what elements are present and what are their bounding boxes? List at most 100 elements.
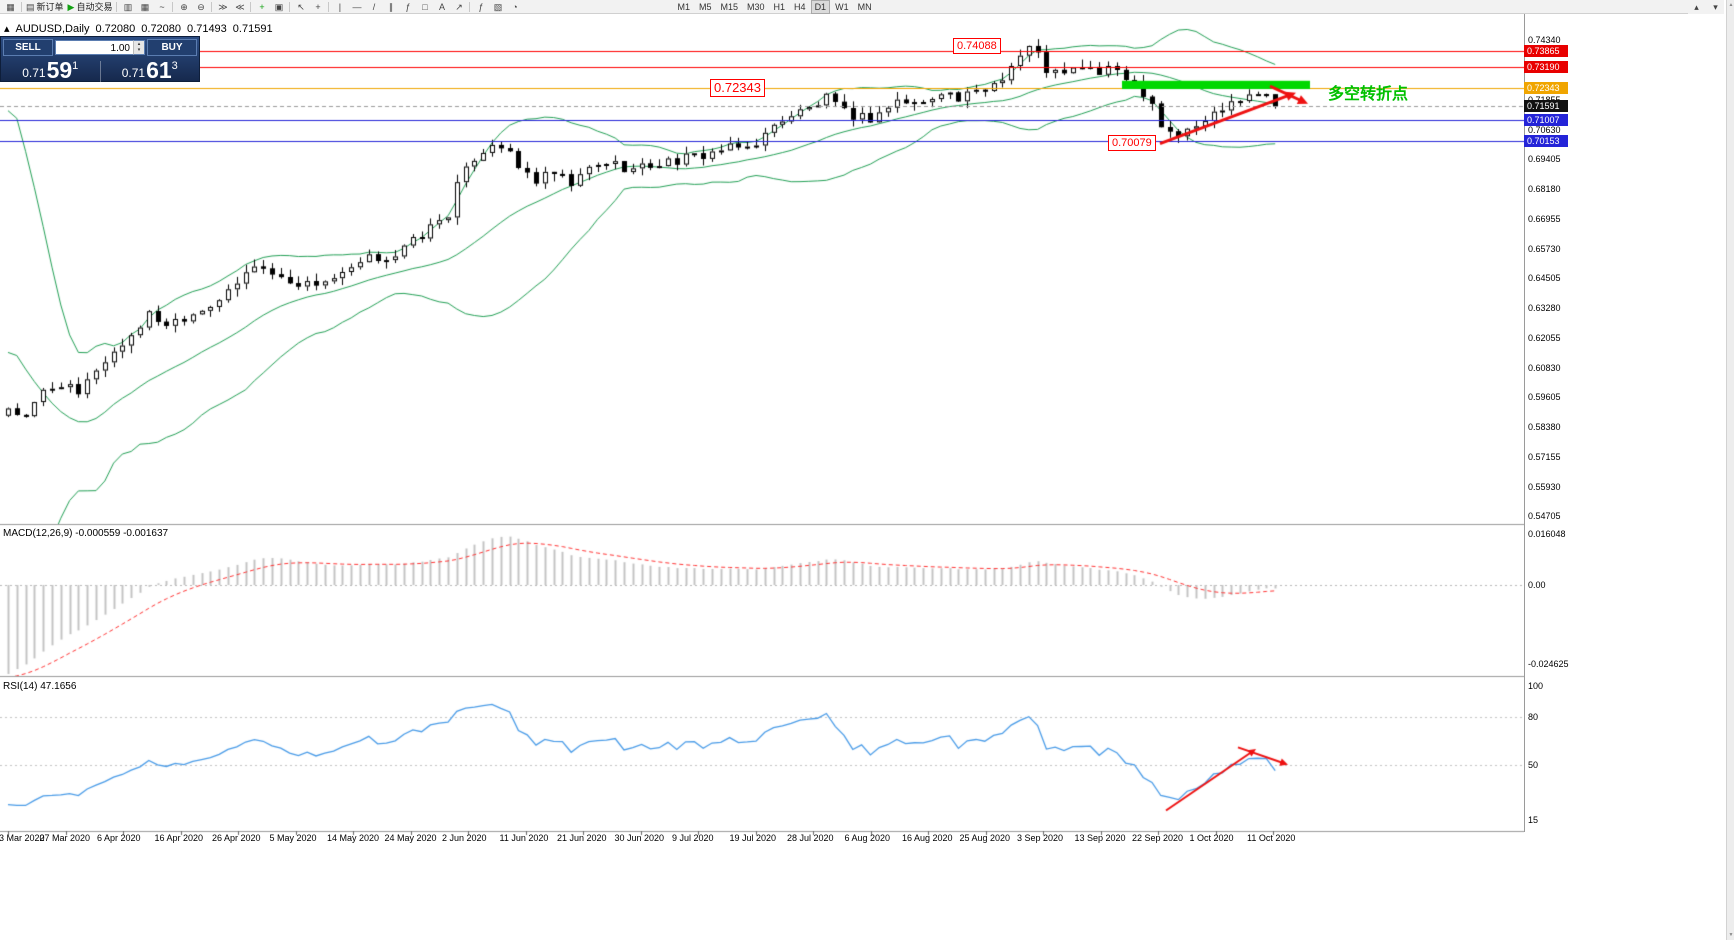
date-axis-label: 1 Oct 2020 [1189,833,1234,843]
charts-grid-icon-glyph: ▦ [6,1,15,12]
profiles-icon[interactable]: ▣ [270,1,287,13]
turning-point-label[interactable]: 多空转折点 [1328,85,1409,103]
sell-button[interactable]: SELL [3,38,53,56]
trendline-icon-glyph: / [372,1,376,12]
crosshair-icon-glyph: + [315,1,321,12]
volume-field[interactable]: 1.00 ▴ ▾ [55,39,145,55]
shapes-icon[interactable]: □ [416,1,433,13]
indicators-icon-glyph: ƒ [478,1,484,12]
periods-icon-glyph: ◔ [512,1,518,12]
price-axis-badge: 0.73190 [1524,61,1568,74]
bar-chart-icon[interactable]: ▥ [119,1,136,13]
price-axis-badge: 0.72343 [1524,81,1568,94]
auto-trading-button[interactable]: ▶ 自动交易 [66,1,115,13]
price-flag[interactable]: 0.72343 [710,79,765,98]
crosshair-icon[interactable]: + [309,1,326,13]
date-axis-label: 30 Jun 2020 [614,833,665,843]
line-chart-icon[interactable]: ~ [153,1,170,13]
volume-stepper[interactable]: ▴ ▾ [133,39,145,55]
volume-up-icon[interactable]: ▴ [137,40,141,47]
date-axis-label: 24 May 2020 [384,833,437,843]
zoom-out-icon[interactable]: ⊖ [192,1,209,13]
cursor-icon[interactable]: ↖ [292,1,309,13]
timeframe-m1-button[interactable]: M1 [677,1,690,12]
toolbar-collapse-icon[interactable]: ▴ [1694,2,1699,12]
price-axis-tick: 0.74340 [1528,34,1561,45]
rsi-value-text: 47.1656 [40,681,77,692]
toolbar-right-icons: ▴ ▾ [1688,0,1724,14]
rsi-axis-tick: 100 [1528,680,1544,691]
macd-label-text: MACD(12,26,9) [3,528,73,539]
price-flag[interactable]: 0.74088 [953,38,1001,55]
price-divider [99,61,101,83]
scroll-down-icon[interactable]: ▼ [1728,932,1734,938]
candlestick-chart-icon-glyph: ▦ [140,1,150,12]
main-toolbar: ▦ ▤ 新订单 ▶ 自动交易 ▥ ▦ ~ ⊕ ⊖ ≫ ≪ + ▣ ↖ + | — / ∥ ƒ □ A ↗ ƒ ▧ ◔ M1 M5 M15 M… [0,0,1700,14]
auto-scroll-icon[interactable]: ≫ [214,1,231,13]
new-order-button[interactable]: ▤ 新订单 [24,1,66,13]
arrows-tool-icon[interactable]: ↗ [450,1,467,13]
date-axis-label: 21 Jun 2020 [557,833,607,843]
price-axis-tick: 0.60830 [1528,362,1561,373]
candlestick-chart-icon[interactable]: ▦ [136,1,153,13]
date-axis-label: 23 Mar 2020 [0,833,45,843]
timeframe-m15-button[interactable]: M15 [720,1,739,12]
indicators-icon[interactable]: ƒ [472,1,489,13]
timeframe-mn-button[interactable]: MN [857,1,872,12]
ask-price[interactable]: 0.71 61 3 [101,59,200,83]
trade-panel-controls: SELL 1.00 ▴ ▾ BUY [1,37,199,57]
date-axis-label: 3 Sep 2020 [1017,833,1064,843]
templates-icon[interactable]: ▧ [489,1,506,13]
timeframe-w1-button[interactable]: W1 [835,1,849,12]
zoom-in-icon[interactable]: ⊕ [175,1,192,13]
equidistant-channel-icon[interactable]: ∥ [382,1,399,13]
templates-icon-glyph: ▧ [493,1,503,12]
window-right-strip: ▲ ▼ [1726,0,1734,940]
zoom-in-icon-glyph: ⊕ [180,1,188,12]
chart-canvas[interactable] [0,0,1524,845]
horizontal-line-icon[interactable]: — [348,1,365,13]
new-chart-icon[interactable]: + [253,1,270,13]
bid-prefix: 0.71 [22,66,46,80]
timeframe-h1-button[interactable]: H1 [773,1,786,12]
macd-indicator-label: MACD(12,26,9) -0.000559 -0.001637 [3,528,168,539]
bar-chart-icon-glyph: ▥ [123,1,133,12]
one-click-trading-panel: SELL 1.00 ▴ ▾ BUY 0.71 59 1 0.71 61 3 [0,36,200,83]
timeframe-d1-button[interactable]: D1 [810,0,831,14]
auto-trading-button-label: 自动交易 [76,1,113,12]
buy-button[interactable]: BUY [147,38,197,56]
timeframe-h4-button[interactable]: H4 [794,1,806,12]
price-scale[interactable] [1524,14,1571,832]
toolbar-separator [469,1,471,12]
rsi-axis-tick: 50 [1528,759,1539,770]
text-label-icon-glyph: A [438,1,445,12]
chart-shift-icon[interactable]: ≪ [231,1,248,13]
rsi-axis-tick: 15 [1528,814,1539,825]
timeframe-m30-button[interactable]: M30 [747,1,765,12]
toolbar-separator [172,1,174,12]
shapes-icon-glyph: □ [422,1,428,12]
bid-price[interactable]: 0.71 59 1 [1,59,100,83]
volume-value[interactable]: 1.00 [55,39,133,55]
date-axis-label: 11 Oct 2020 [1247,833,1296,843]
panel-collapse-icon[interactable]: ▴ [4,23,10,35]
scroll-up-icon[interactable]: ▲ [1728,2,1734,8]
periods-icon[interactable]: ◔ [506,1,523,13]
date-axis-label: 14 May 2020 [327,833,380,843]
vertical-line-icon[interactable]: | [331,1,348,13]
price-flag[interactable]: 0.70079 [1108,135,1156,152]
charts-grid-icon[interactable]: ▦ [2,1,19,13]
arrows-tool-icon-glyph: ↗ [455,1,463,12]
date-axis-label: 25 Aug 2020 [959,833,1011,843]
trendline-icon[interactable]: / [365,1,382,13]
text-label-icon[interactable]: A [433,1,450,13]
toolbar-separator [328,1,330,12]
timeframe-m5-button[interactable]: M5 [698,1,712,12]
price-axis-tick: 0.64505 [1528,273,1561,284]
date-axis-label: 28 Jul 2020 [787,833,834,843]
rsi-label-text: RSI(14) [3,681,38,692]
volume-down-icon[interactable]: ▾ [137,46,141,53]
price-axis-tick: 0.66955 [1528,213,1561,224]
toolbar-overflow-icon[interactable]: ▾ [1713,2,1718,12]
fibonacci-icon[interactable]: ƒ [399,1,416,13]
